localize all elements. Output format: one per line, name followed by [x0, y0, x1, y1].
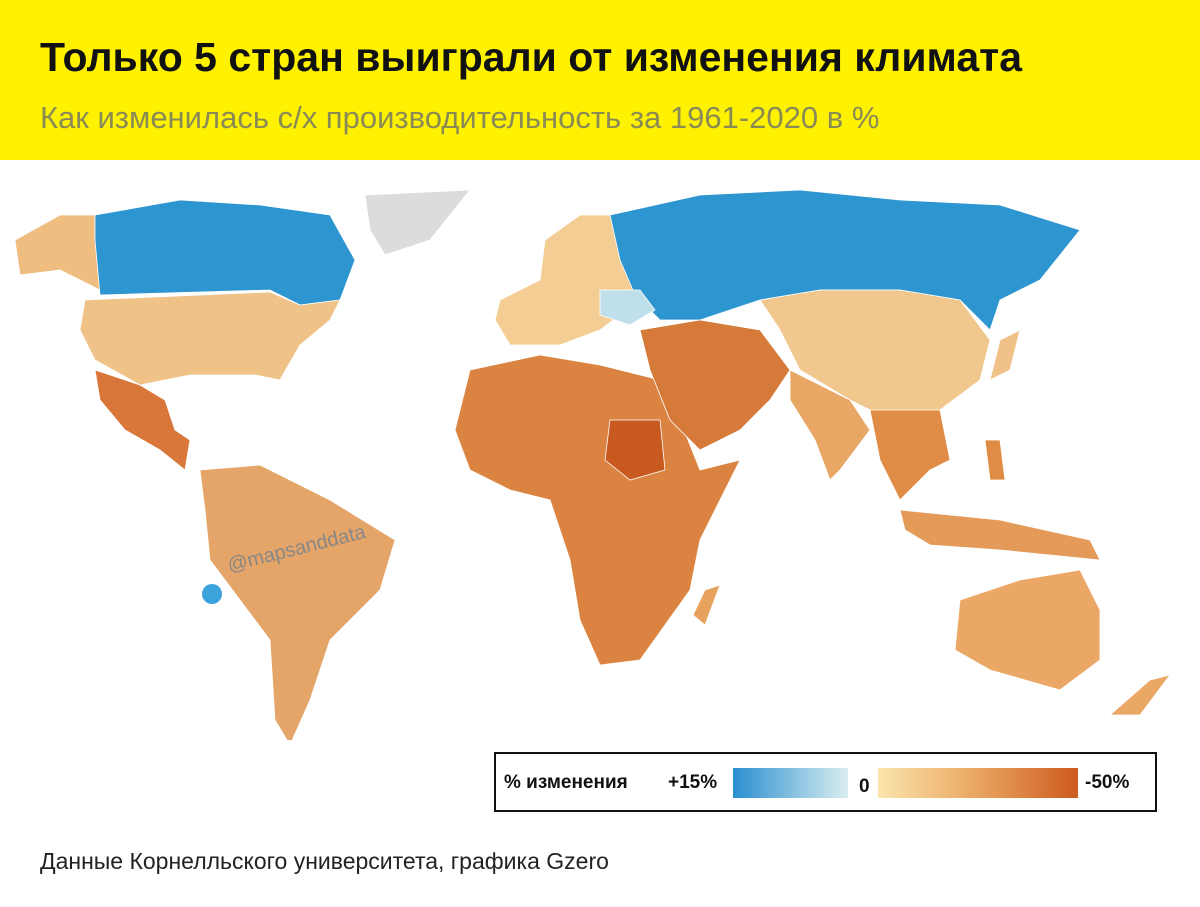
legend-gradient-positive [733, 768, 848, 798]
mexico [94, 369, 191, 471]
header: Только 5 стран выиграли от изменения кли… [0, 0, 1200, 160]
legend-tick-label: +15% [668, 772, 718, 793]
canada [94, 199, 356, 306]
title: Только 5 стран выиграли от изменения кли… [40, 34, 1022, 80]
india [789, 369, 871, 481]
australia [954, 569, 1101, 691]
indonesia [899, 509, 1101, 561]
russia [609, 189, 1081, 331]
sudan [604, 419, 666, 481]
greenland [364, 189, 471, 256]
new-zealand [1108, 674, 1171, 716]
south-america [199, 464, 396, 740]
alaska [14, 214, 101, 291]
legend-title: % изменения [504, 772, 628, 793]
africa [454, 354, 741, 666]
legend: % изменения +15% 0 -50% [494, 752, 1157, 812]
legend-tick-label: -50% [1085, 772, 1130, 793]
china-central-asia [759, 289, 991, 421]
japan [989, 329, 1021, 381]
telegram-icon [202, 584, 222, 604]
ukraine [599, 289, 656, 326]
philippines [984, 439, 1006, 481]
legend-gradient-negative [878, 768, 1078, 798]
madagascar [692, 584, 721, 626]
legend-tick-label: 0 [859, 776, 870, 797]
usa [79, 291, 341, 386]
world-map [14, 189, 1171, 740]
subtitle: Как изменилась с/х производительность за… [40, 100, 880, 135]
footer: Данные Корнелльского университета, графи… [40, 848, 609, 874]
countries [14, 189, 1171, 740]
southeast-asia [869, 409, 951, 501]
middle-east [639, 319, 791, 451]
